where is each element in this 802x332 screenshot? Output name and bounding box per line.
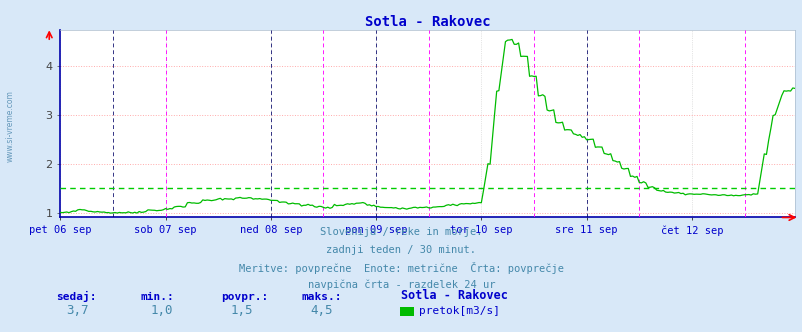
- Text: zadnji teden / 30 minut.: zadnji teden / 30 minut.: [326, 245, 476, 255]
- Text: www.si-vreme.com: www.si-vreme.com: [6, 90, 15, 162]
- Text: maks.:: maks.:: [301, 292, 341, 302]
- Text: 4,5: 4,5: [310, 304, 333, 317]
- Text: min.:: min.:: [140, 292, 174, 302]
- Text: navpična črta - razdelek 24 ur: navpična črta - razdelek 24 ur: [307, 279, 495, 290]
- Text: pretok[m3/s]: pretok[m3/s]: [419, 306, 500, 316]
- Text: Sotla - Rakovec: Sotla - Rakovec: [401, 289, 508, 302]
- Text: 3,7: 3,7: [66, 304, 88, 317]
- Text: Slovenija / reke in morje.: Slovenija / reke in morje.: [320, 227, 482, 237]
- Text: povpr.:: povpr.:: [221, 292, 268, 302]
- Title: Sotla - Rakovec: Sotla - Rakovec: [364, 15, 490, 29]
- Text: sedaj:: sedaj:: [56, 291, 96, 302]
- Text: 1,5: 1,5: [230, 304, 253, 317]
- Text: Meritve: povprečne  Enote: metrične  Črta: povprečje: Meritve: povprečne Enote: metrične Črta:…: [239, 262, 563, 274]
- Text: 1,0: 1,0: [150, 304, 172, 317]
